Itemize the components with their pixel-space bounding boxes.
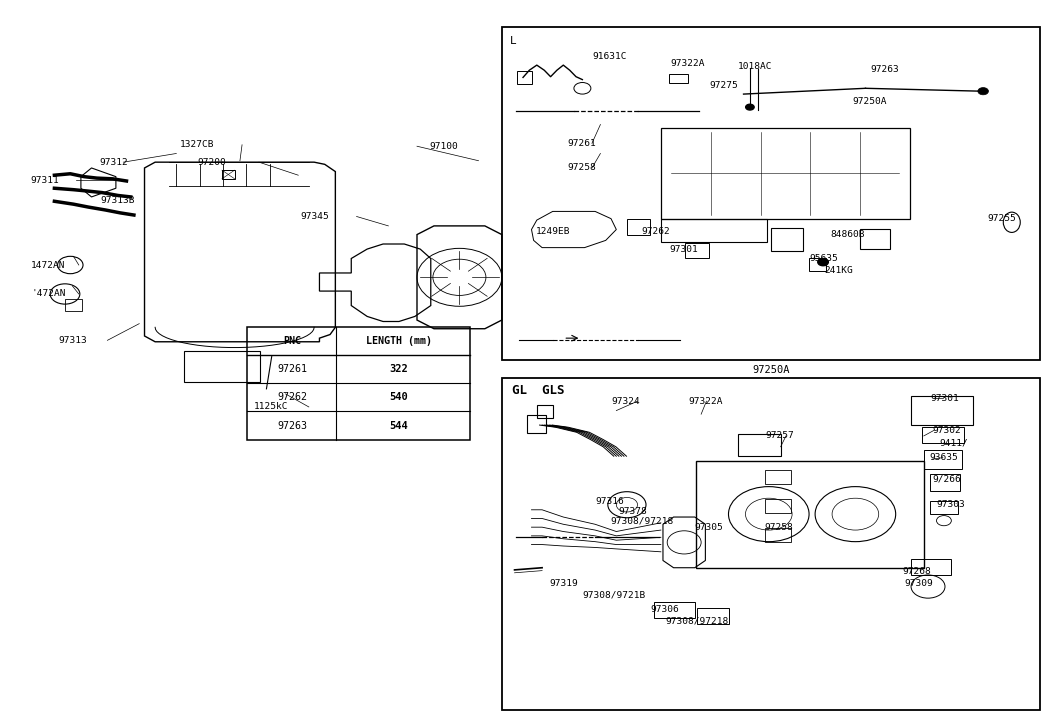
Text: 95635: 95635 — [809, 254, 838, 263]
Bar — [911, 396, 973, 425]
Text: 97324: 97324 — [611, 397, 640, 406]
Text: 97200: 97200 — [198, 158, 226, 166]
Text: 97313B: 97313B — [100, 196, 135, 205]
Bar — [738, 435, 780, 457]
Text: 97301: 97301 — [930, 394, 959, 403]
Text: 97258: 97258 — [568, 164, 596, 172]
Text: 97263: 97263 — [276, 420, 307, 430]
Bar — [930, 473, 960, 491]
Text: 97308/9721B: 97308/9721B — [583, 591, 645, 600]
Bar — [924, 450, 962, 468]
Text: 97261: 97261 — [276, 364, 307, 374]
Text: 1327CB: 1327CB — [180, 140, 214, 149]
Bar — [537, 405, 553, 418]
Bar — [627, 219, 651, 235]
Text: 97308/97218: 97308/97218 — [665, 616, 728, 626]
Text: 1249EB: 1249EB — [536, 228, 570, 236]
Text: 97322A: 97322A — [689, 397, 723, 406]
Text: 540: 540 — [389, 393, 408, 403]
Text: 322: 322 — [389, 364, 408, 374]
Bar — [655, 603, 695, 619]
Text: 91631C: 91631C — [592, 52, 626, 61]
Text: 97301: 97301 — [670, 244, 698, 254]
Circle shape — [745, 104, 754, 110]
Bar — [686, 243, 709, 259]
Text: 97268: 97268 — [902, 567, 931, 576]
Text: 84860B: 84860B — [830, 230, 865, 239]
Text: 97319: 97319 — [550, 579, 578, 588]
Bar — [911, 559, 951, 575]
Text: 97309: 97309 — [905, 579, 933, 588]
Bar — [696, 460, 924, 568]
Text: LENGTH (mm): LENGTH (mm) — [366, 337, 432, 346]
Text: L: L — [510, 36, 517, 46]
Bar — [248, 327, 470, 440]
Text: 97250A: 97250A — [853, 97, 888, 106]
Text: 97305: 97305 — [695, 523, 724, 531]
Bar — [764, 470, 791, 484]
Text: 97313: 97313 — [58, 336, 87, 345]
Bar — [65, 299, 82, 310]
Bar — [930, 501, 958, 514]
Text: 97263: 97263 — [871, 65, 899, 74]
Text: 97257: 97257 — [765, 431, 794, 441]
Text: 97302: 97302 — [932, 425, 961, 435]
Bar — [661, 128, 910, 219]
Text: 97312: 97312 — [99, 158, 128, 166]
Text: 97275: 97275 — [710, 81, 739, 90]
Text: 97303: 97303 — [937, 500, 965, 509]
Text: 97100: 97100 — [429, 142, 458, 150]
Bar — [922, 427, 964, 443]
Circle shape — [817, 259, 828, 266]
Bar — [771, 228, 803, 252]
Text: 9/266: 9/266 — [932, 475, 961, 484]
Text: PNC: PNC — [283, 337, 301, 346]
Text: 97306: 97306 — [651, 606, 679, 614]
Text: '472AN: '472AN — [31, 289, 66, 299]
Bar — [517, 71, 532, 84]
Text: 97308/97218: 97308/97218 — [610, 517, 673, 526]
Bar — [764, 499, 791, 513]
Text: 97250A: 97250A — [753, 365, 790, 375]
Bar — [184, 351, 260, 382]
Bar — [697, 608, 729, 624]
Bar — [502, 27, 1041, 360]
Text: 97262: 97262 — [642, 228, 671, 236]
Bar — [661, 219, 766, 242]
Bar — [764, 528, 791, 542]
Bar — [860, 229, 890, 249]
Text: 97258: 97258 — [764, 523, 793, 532]
Text: 1472AN: 1472AN — [31, 260, 66, 270]
Text: GL  GLS: GL GLS — [512, 384, 564, 397]
Text: 1125kC: 1125kC — [254, 403, 288, 411]
Text: 97261: 97261 — [568, 139, 596, 148]
Bar — [222, 170, 235, 179]
Text: 97262: 97262 — [276, 393, 307, 403]
Text: 1018AC: 1018AC — [738, 62, 773, 71]
Text: 241KG: 241KG — [824, 266, 853, 276]
Bar — [809, 258, 826, 270]
Text: 97311: 97311 — [30, 176, 58, 185]
Text: 544: 544 — [389, 420, 408, 430]
Bar — [527, 415, 546, 433]
Text: 97322A: 97322A — [671, 59, 705, 68]
Text: 93635: 93635 — [929, 453, 958, 462]
Circle shape — [978, 87, 989, 95]
Bar — [502, 378, 1041, 710]
Bar — [670, 74, 689, 82]
Text: 97255: 97255 — [988, 214, 1016, 223]
Text: 97316: 97316 — [595, 497, 624, 505]
Text: 97345: 97345 — [301, 212, 330, 221]
Text: 9411/: 9411/ — [940, 438, 968, 448]
Text: 97378: 97378 — [619, 507, 647, 515]
